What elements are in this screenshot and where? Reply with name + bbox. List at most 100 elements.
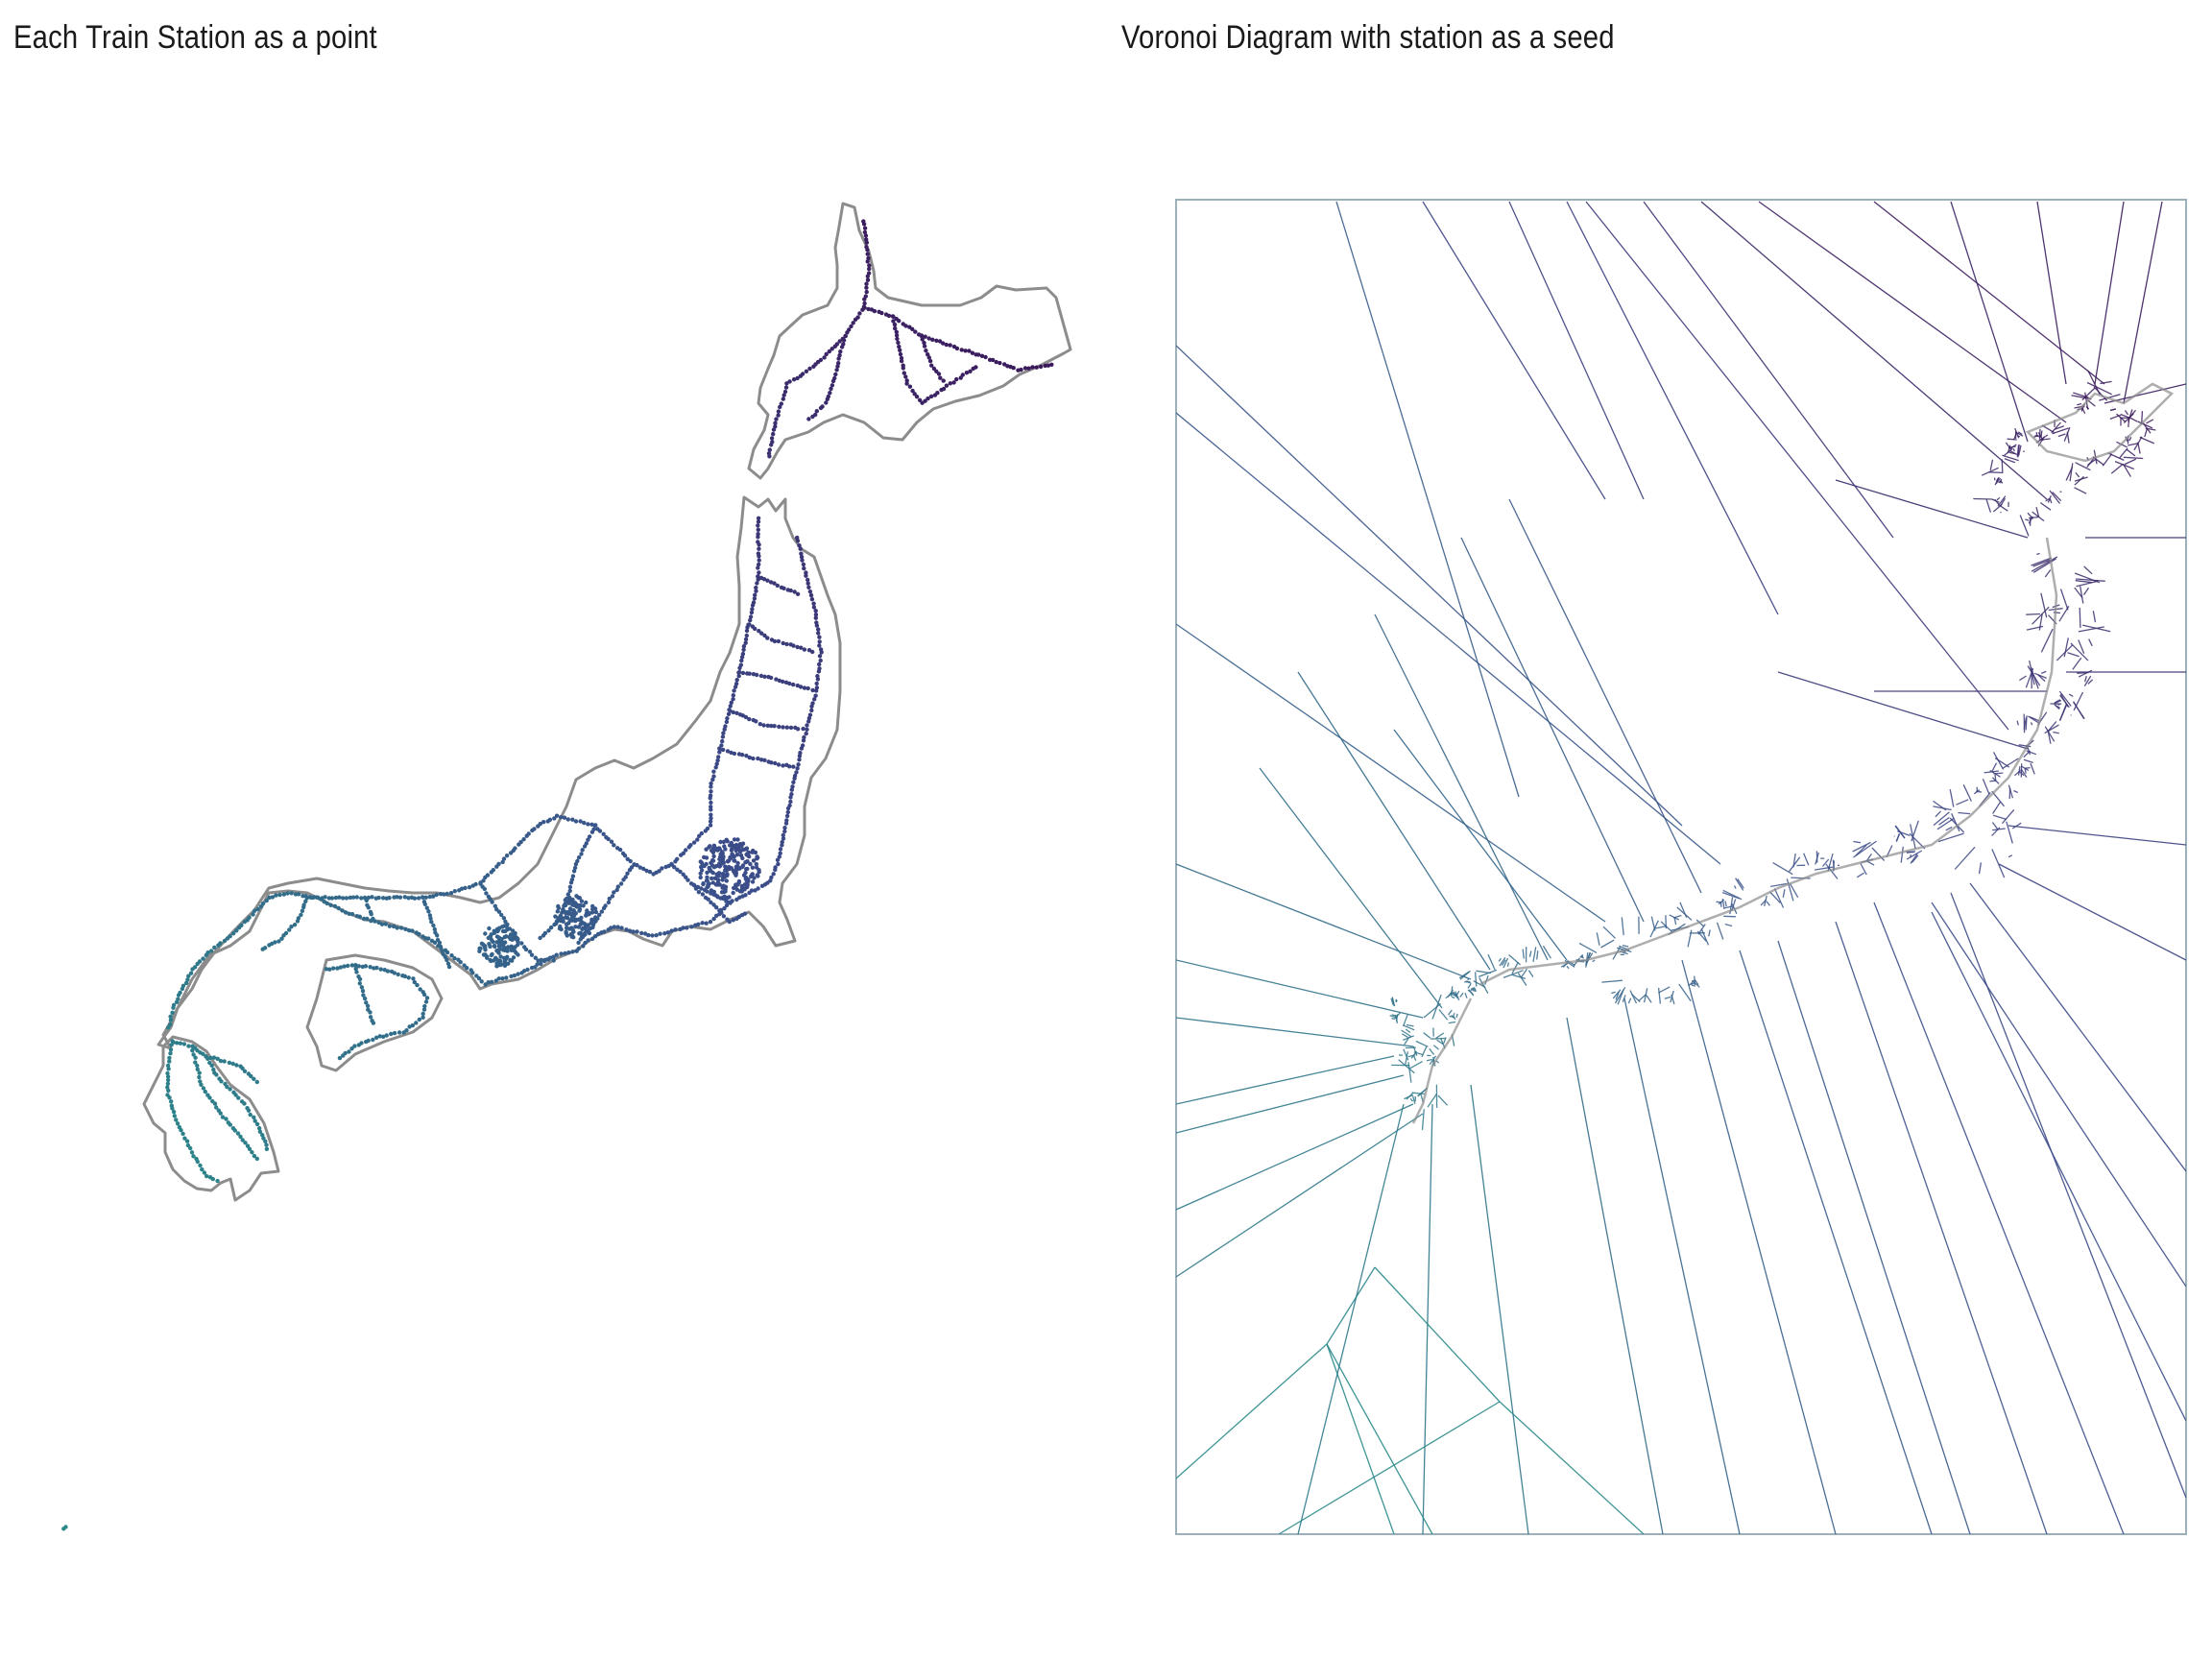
voronoi-edge [2018,744,2032,748]
station-point [725,716,730,721]
station-point [467,885,472,890]
station-point [706,882,710,887]
voronoi-edge [2075,462,2091,471]
station-point [775,857,781,862]
voronoi-edge [2075,580,2093,584]
station-point [570,874,576,878]
voronoi-edge [2070,714,2072,716]
station-point [482,952,487,957]
voronoi-edge [2025,715,2028,731]
station-point [426,909,431,914]
station-point [744,754,749,758]
station-point [365,916,370,922]
voronoi-edge [1627,998,1632,1004]
station-point [903,324,908,328]
station-point [516,972,520,976]
station-point [736,914,742,920]
voronoi-edge [1660,921,1673,933]
voronoi-edge [2078,639,2085,654]
station-point [578,819,583,824]
voronoi-edge [2025,518,2030,521]
station-point [730,852,734,856]
station-point [570,927,575,933]
station-point [739,883,744,889]
voronoi-edge [1401,1029,1412,1038]
station-point [693,886,699,891]
station-point [566,950,571,955]
voronoi-edge [2008,784,2014,799]
station-point [714,913,719,918]
station-point [490,951,494,957]
station-point [801,726,805,732]
voronoi-edge [2057,433,2066,438]
station-point [704,855,709,860]
station-point [354,970,359,974]
station-point [774,417,779,421]
station-point [814,409,819,414]
station-point [709,789,713,794]
station-point [186,974,191,978]
voronoi-edge [2102,453,2113,467]
station-point [414,930,419,935]
voronoi-panel: Voronoi Diagram with station as a seed [1106,0,2212,1659]
voronoi-edge [1411,1095,1416,1105]
station-point [322,900,326,904]
voronoi-edge [1773,888,1785,908]
station-point [170,1106,175,1111]
station-point [830,378,836,384]
station-point [711,774,716,779]
station-point [501,856,507,861]
station-point [215,1056,220,1062]
station-point [181,1042,187,1046]
station-point [784,641,789,647]
station-point [806,719,811,724]
station-point [818,405,824,411]
voronoi-edge [2094,201,2125,385]
station-point [747,671,752,676]
voronoi-edge [2052,492,2062,502]
station-point [756,527,760,532]
station-point [934,338,939,343]
voronoi-edge [1673,917,1677,926]
station-point [781,763,785,768]
station-point [794,770,799,775]
voronoi-edge [2144,428,2149,438]
station-point [753,592,757,597]
station-point [188,1145,193,1151]
voronoi-edge [1427,1093,1438,1108]
station-point [258,904,264,909]
station-point [964,371,970,375]
station-point [494,957,499,962]
station-point [748,617,753,623]
station-point [717,847,722,852]
station-point [257,1129,263,1135]
station-point [1030,365,1035,370]
voronoi-edge [1687,929,1693,948]
station-point [209,1063,214,1069]
station-point [754,865,759,870]
voronoi-edge [1772,862,1793,876]
station-point [872,308,878,314]
voronoi-edge [2054,425,2065,430]
station-point [781,640,785,646]
station-point [720,738,725,744]
voronoi-edge [2077,402,2082,406]
station-point [423,895,428,900]
station-point [747,755,752,760]
station-point [734,897,739,902]
station-point [718,839,723,845]
station-point [734,853,740,857]
voronoi-edge [1422,201,1606,500]
voronoi-edge [1962,784,1972,802]
station-point [235,1131,241,1136]
station-point [739,889,744,894]
voronoi-edge [1988,471,2004,474]
station-point [736,673,741,679]
station-point [183,980,189,986]
station-point [167,1055,172,1061]
station-point [730,847,734,852]
voronoi-edge [1405,1028,1411,1034]
station-point [577,906,583,912]
station-point [448,891,454,896]
station-point [791,682,796,687]
